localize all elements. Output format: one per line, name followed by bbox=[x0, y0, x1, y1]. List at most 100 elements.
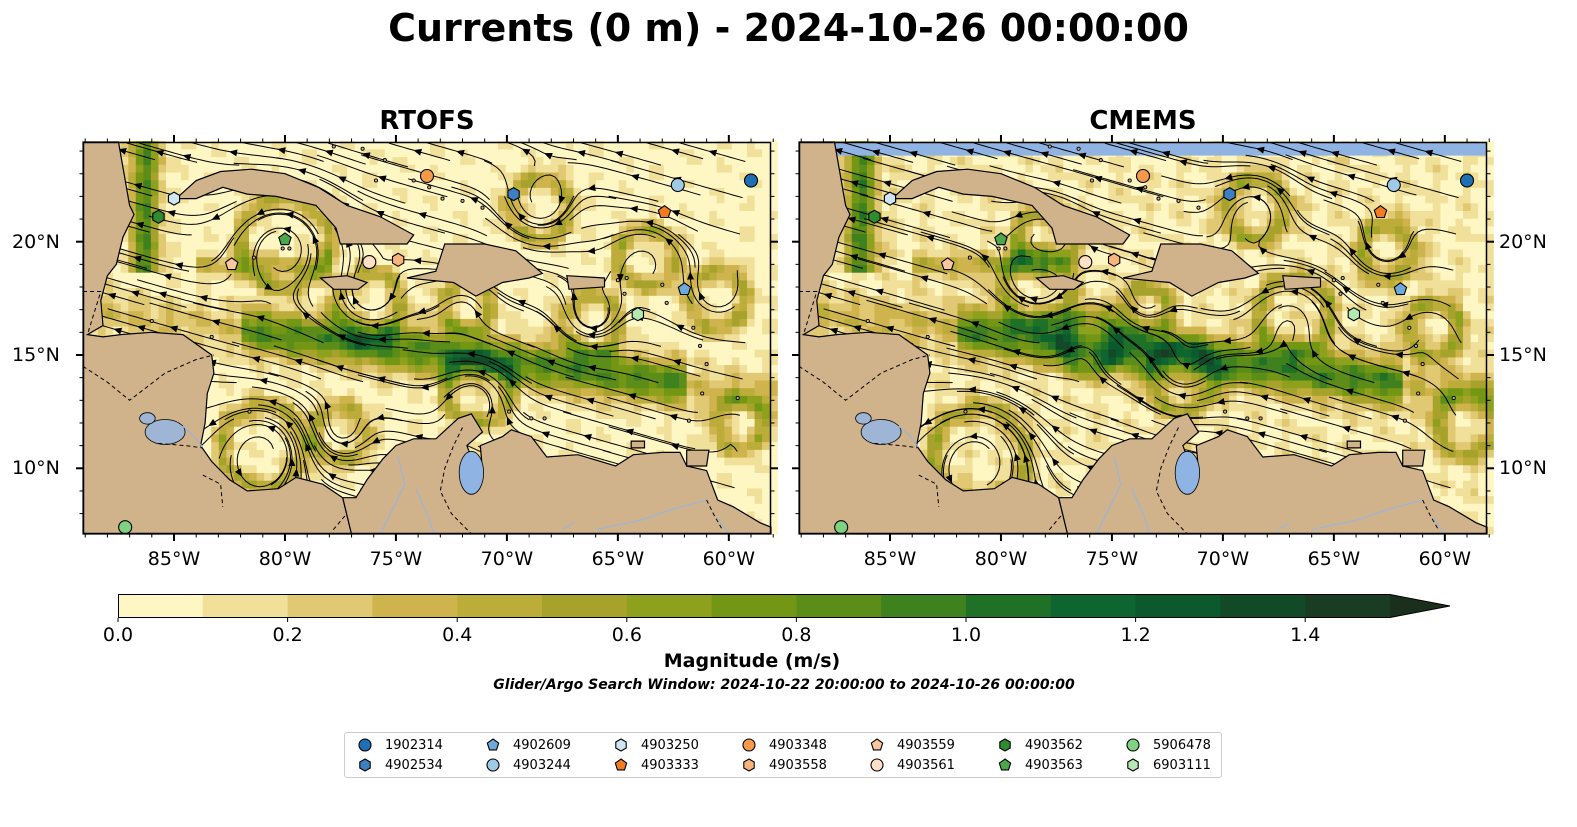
streamline-arrow bbox=[259, 377, 268, 385]
streamline-arrow bbox=[1342, 425, 1351, 433]
streamline-arrow bbox=[294, 358, 303, 366]
y-tick-label: 10°N bbox=[1499, 457, 1547, 480]
streamline-arrow bbox=[616, 274, 624, 283]
x-tick-label: 65°W bbox=[591, 548, 645, 570]
legend-marker bbox=[742, 738, 756, 752]
lake bbox=[139, 412, 156, 425]
circle-icon bbox=[1126, 738, 1140, 752]
streamline-arrow bbox=[1060, 323, 1070, 331]
island bbox=[1196, 205, 1201, 210]
legend-label: 4902534 bbox=[385, 757, 443, 773]
island bbox=[624, 275, 629, 281]
streamline-arrow bbox=[1040, 151, 1049, 158]
island bbox=[427, 185, 432, 190]
streamline-arrow bbox=[1014, 452, 1021, 462]
streamline-arrow bbox=[135, 221, 145, 229]
legend-item: 4902609 bbox=[483, 735, 571, 755]
streamline-arrow bbox=[107, 292, 117, 300]
island bbox=[1416, 391, 1421, 396]
island bbox=[287, 246, 292, 251]
float-marker-4903333 bbox=[657, 205, 672, 219]
landmass bbox=[1122, 243, 1260, 297]
colorbar-extend-arrow bbox=[1390, 594, 1450, 618]
streamline-arrow bbox=[469, 197, 479, 204]
pentagon-icon bbox=[870, 738, 884, 751]
island bbox=[1380, 300, 1385, 305]
pentagon-icon bbox=[998, 758, 1012, 771]
float-marker-4902609 bbox=[677, 282, 692, 296]
streamline-arrow bbox=[1050, 395, 1060, 403]
lake bbox=[458, 450, 484, 495]
streamline-arrow bbox=[1161, 150, 1171, 158]
streamline-arrow bbox=[504, 221, 513, 230]
streamline-arrow bbox=[328, 473, 337, 481]
legend-marker bbox=[1126, 738, 1140, 752]
streamline-arrow bbox=[1387, 148, 1396, 156]
island bbox=[280, 246, 285, 251]
streamline-arrow bbox=[268, 399, 277, 406]
legend-marker bbox=[358, 738, 372, 752]
legend-label: 5906478 bbox=[1153, 737, 1211, 753]
streamline-arrow bbox=[1256, 146, 1265, 154]
streamline-arrow bbox=[1177, 392, 1187, 400]
island bbox=[697, 343, 703, 348]
country-border bbox=[202, 474, 224, 507]
panel-title-cmems: CMEMS bbox=[1089, 106, 1197, 136]
streamline-arrow bbox=[1216, 397, 1226, 405]
streamline-arrow bbox=[1051, 457, 1060, 467]
country-border bbox=[82, 354, 215, 401]
streamline-arrow bbox=[542, 242, 551, 250]
island bbox=[664, 300, 669, 305]
lake bbox=[1174, 450, 1200, 495]
island bbox=[1258, 416, 1263, 421]
landmass bbox=[1282, 275, 1322, 290]
river bbox=[1278, 522, 1290, 531]
streamline-arrow bbox=[337, 334, 347, 341]
streamline-arrow bbox=[1278, 340, 1288, 348]
colorbar-segment bbox=[1220, 594, 1306, 618]
streamline-arrow bbox=[965, 148, 974, 156]
streamline-arrow bbox=[1088, 428, 1098, 436]
river bbox=[379, 456, 406, 535]
streamline-arrow bbox=[285, 211, 294, 219]
x-tick-label: 85°W bbox=[147, 548, 201, 570]
island bbox=[1420, 362, 1425, 367]
streamline-arrow bbox=[627, 393, 637, 400]
country-border bbox=[799, 291, 818, 335]
rtofs-ticks bbox=[76, 135, 778, 541]
streamline-arrow bbox=[417, 307, 427, 315]
streamline-arrow bbox=[919, 275, 929, 283]
streamline-arrow bbox=[1141, 325, 1150, 333]
island bbox=[1451, 395, 1456, 401]
streamline-arrow bbox=[288, 458, 296, 467]
streamline-arrow bbox=[1302, 397, 1311, 404]
pentagon-icon bbox=[486, 738, 500, 751]
island bbox=[686, 418, 691, 423]
streamline-arrow bbox=[1011, 385, 1020, 393]
river bbox=[595, 499, 707, 531]
map-panel-cmems bbox=[792, 135, 1494, 541]
float-marker-4903333 bbox=[1373, 205, 1388, 219]
streamline-arrow bbox=[305, 442, 312, 452]
float-marker-6903111 bbox=[1347, 307, 1361, 322]
streamline-arrow bbox=[211, 319, 221, 326]
streamline-arrow bbox=[553, 218, 563, 226]
legend-item: 4903250 bbox=[611, 735, 699, 755]
streamline-arrow bbox=[1290, 288, 1299, 296]
streamline-arrow bbox=[445, 392, 454, 401]
streamline-arrow bbox=[155, 149, 165, 157]
cmems-ticks bbox=[792, 135, 1494, 541]
streamline-arrow bbox=[517, 212, 526, 222]
streamline-arrow bbox=[585, 397, 595, 405]
country-border bbox=[331, 515, 346, 533]
landmass bbox=[566, 275, 606, 290]
island bbox=[149, 318, 154, 324]
streamline-arrow bbox=[1345, 388, 1354, 396]
island bbox=[542, 416, 547, 421]
streamline-arrow bbox=[1132, 217, 1142, 225]
streamline-arrow bbox=[339, 440, 349, 448]
streamline-arrow bbox=[420, 383, 429, 391]
island bbox=[360, 146, 365, 151]
cmems-frame bbox=[798, 141, 1488, 535]
streamline-arrow bbox=[1397, 251, 1407, 259]
